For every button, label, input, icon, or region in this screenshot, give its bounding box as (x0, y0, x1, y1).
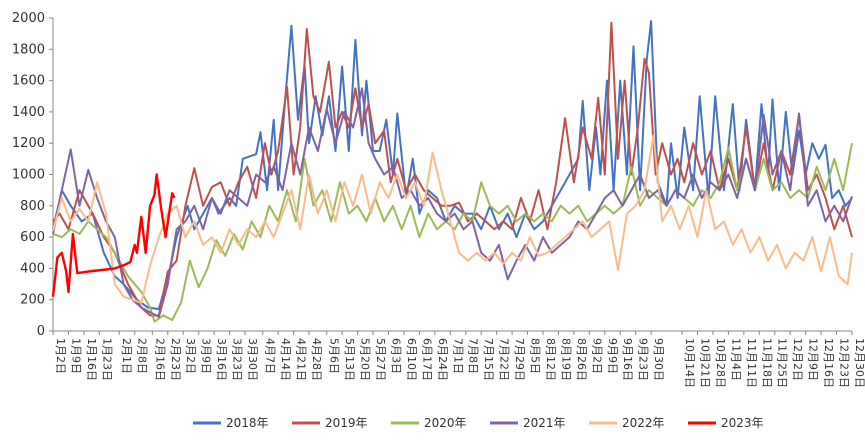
legend-label: 2023年 (721, 416, 764, 430)
x-tick-label: 3月23日 (231, 338, 244, 381)
y-tick-label: 400 (20, 261, 45, 276)
x-tick-label: 1月23日 (100, 338, 113, 381)
x-tick-label: 12月2日 (791, 338, 804, 381)
x-tick-label: 2月8日 (136, 338, 149, 374)
x-tick-label: 12月23日 (838, 338, 851, 388)
x-tick-label: 11月11日 (745, 338, 758, 388)
x-tick-label: 3月2日 (184, 338, 197, 374)
x-tick-label: 5月27日 (374, 338, 387, 381)
x-tick-label: 2月23日 (169, 338, 182, 381)
x-tick-label: 6月17日 (420, 338, 433, 381)
x-tick-label: 2月16日 (153, 338, 166, 381)
x-tick-label: 11月18日 (760, 338, 773, 388)
x-tick-label: 1月2日 (54, 338, 67, 374)
x-tick-label: 6月24日 (436, 338, 449, 381)
x-tick-label: 8月19日 (559, 338, 572, 381)
x-tick-label: 7月1日 (451, 338, 464, 374)
x-tick-label: 9月16日 (621, 338, 634, 381)
legend-label: 2019年 (325, 416, 368, 430)
x-tick-label: 9月23日 (637, 338, 650, 381)
x-tick-label: 6月3日 (389, 338, 402, 374)
series-line-1 (52, 20, 853, 311)
x-tick-label: 1月9日 (69, 338, 82, 374)
x-tick-label: 12月16日 (822, 338, 835, 388)
y-tick-label: 2000 (12, 11, 45, 26)
x-tick-label: 2月1日 (120, 338, 133, 374)
x-tick-label: 7月15日 (482, 338, 495, 381)
x-tick-label: 9月9日 (606, 338, 619, 374)
x-tick-label: 3月16日 (215, 338, 228, 381)
plot-area (51, 20, 853, 323)
x-tick-label: 1月16日 (85, 338, 98, 381)
y-tick-label: 600 (20, 230, 45, 245)
y-tick-label: 1400 (12, 105, 45, 120)
x-tick-label: 3月30日 (246, 338, 259, 381)
series-line-4 (52, 87, 853, 318)
x-tick-label: 12月9日 (807, 338, 820, 381)
x-tick-label: 5月6日 (328, 338, 341, 374)
x-tick-label: 7月29日 (513, 338, 526, 381)
y-tick-label: 200 (20, 293, 45, 308)
y-tick-label: 800 (20, 199, 45, 214)
x-tick-label: 4月14日 (279, 338, 292, 381)
x-tick-label: 5月20日 (359, 338, 372, 381)
x-tick-label: 3月9日 (200, 338, 213, 374)
legend-label: 2021年 (523, 416, 566, 430)
x-tick-label: 5月13日 (343, 338, 356, 381)
series-line-5 (52, 134, 853, 304)
x-tick-label: 8月26日 (575, 338, 588, 381)
x-tick-label: 8月12日 (544, 338, 557, 381)
x-tick-label: 4月28日 (310, 338, 323, 381)
y-tick-label: 1600 (12, 74, 45, 89)
x-tick-label: 11月4日 (729, 338, 742, 381)
x-tick-label: 6月10日 (405, 338, 418, 381)
x-tick-label: 10月28日 (714, 338, 727, 388)
x-tick-label: 9月2日 (590, 338, 603, 374)
y-tick-label: 0 (37, 324, 45, 339)
y-tick-label: 1200 (12, 136, 45, 151)
x-tick-label: 7月22日 (498, 338, 511, 381)
x-tick-label: 4月7日 (264, 338, 277, 374)
series-line-3 (52, 143, 853, 323)
x-tick-label: 9月30日 (652, 338, 665, 381)
y-axis: 0 200 400 600 800 1000 1200 1400 1600 1800 2000 (12, 11, 54, 339)
x-tick-label: 10月14日 (683, 338, 696, 388)
legend-label: 2018年 (226, 416, 269, 430)
x-tick-label: 11月25日 (776, 338, 789, 388)
series-line-2 (52, 21, 853, 317)
legend: 2018年 2019年 2020年 2021年 2022年 2023年 (193, 416, 764, 430)
x-tick-label: 8月5日 (529, 338, 542, 374)
x-tick-label: 4月21日 (295, 338, 308, 381)
y-tick-label: 1800 (12, 42, 45, 57)
x-tick-label: 7月8日 (467, 338, 480, 374)
legend-label: 2022年 (622, 416, 665, 430)
x-axis: 1月2日 1月9日 1月16日 1月23日 2月1日 2月8日 2月16日 2月23日 3月2日… (52, 330, 865, 388)
x-tick-label: 10月21日 (698, 338, 711, 388)
series-line-6 (51, 173, 176, 297)
x-tick-label: 12月30日 (853, 338, 865, 388)
y-tick-label: 1000 (12, 168, 45, 183)
legend-label: 2020年 (424, 416, 467, 430)
